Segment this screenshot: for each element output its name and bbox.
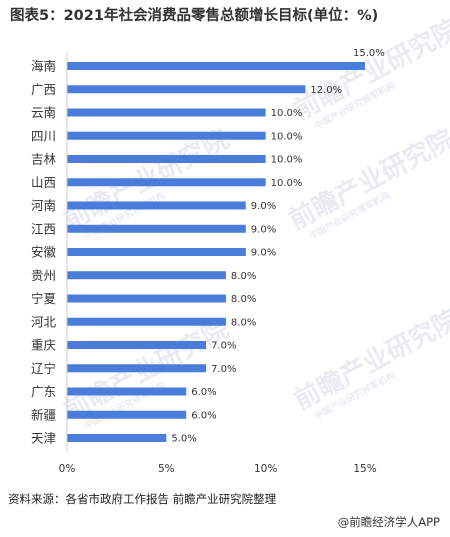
value-label: 6.0% bbox=[191, 410, 216, 421]
category-label: 天津 bbox=[31, 431, 56, 446]
bar bbox=[67, 387, 187, 396]
value-label: 8.0% bbox=[231, 294, 256, 305]
category-label: 河北 bbox=[31, 314, 57, 329]
bar bbox=[67, 341, 207, 349]
category-label: 宁夏 bbox=[31, 291, 57, 306]
category-label: 贵州 bbox=[31, 268, 56, 283]
bar bbox=[67, 85, 306, 94]
watermark-text: 前瞻产业研究院 bbox=[289, 303, 450, 416]
value-labels: 15.0% 12.0% 10.0% 10.0% 10.0% 10.0% 9.0% 9.0% 9.… bbox=[171, 48, 384, 445]
brand-credit: @前瞻经济学人APP bbox=[337, 515, 440, 529]
bar bbox=[67, 410, 187, 419]
bar bbox=[67, 201, 246, 210]
value-label: 10.0% bbox=[271, 178, 303, 189]
value-label: 10.0% bbox=[271, 155, 303, 166]
value-label: 8.0% bbox=[231, 317, 256, 328]
x-tick-label: 15% bbox=[353, 463, 376, 475]
value-label: 9.0% bbox=[251, 201, 276, 212]
value-label: 10.0% bbox=[271, 131, 303, 142]
bar bbox=[67, 271, 226, 280]
bar bbox=[67, 108, 266, 117]
x-tick-label: 10% bbox=[254, 463, 277, 475]
bar bbox=[67, 62, 365, 70]
value-label: 5.0% bbox=[171, 434, 196, 445]
x-tick-label: 5% bbox=[158, 463, 175, 475]
category-label: 辽宁 bbox=[31, 361, 56, 376]
bar bbox=[67, 155, 266, 163]
bar bbox=[67, 317, 226, 326]
value-label: 7.0% bbox=[211, 341, 236, 352]
source-note: 资料来源：各省市政府工作报告 前瞻产业研究院整理 bbox=[8, 492, 277, 506]
value-label: 7.0% bbox=[211, 364, 236, 375]
bar bbox=[67, 248, 246, 256]
value-label: 9.0% bbox=[251, 248, 276, 259]
category-label: 云南 bbox=[31, 105, 56, 120]
value-label: 10.0% bbox=[271, 108, 303, 119]
bar bbox=[67, 224, 246, 233]
category-label: 江西 bbox=[31, 221, 56, 236]
bar bbox=[67, 434, 167, 442]
bars-layer bbox=[67, 62, 365, 442]
x-axis-ticks: 0% 5% 10% 15% bbox=[59, 463, 377, 475]
category-label: 河南 bbox=[31, 198, 56, 213]
chart-title: 图表5：2021年社会消费品零售总额增长目标(单位：%) bbox=[10, 8, 379, 24]
value-label: 12.0% bbox=[310, 85, 342, 96]
category-label: 广西 bbox=[31, 82, 56, 97]
category-label: 四川 bbox=[31, 128, 56, 143]
bar bbox=[67, 294, 226, 303]
category-label: 吉林 bbox=[31, 152, 57, 167]
bar bbox=[67, 178, 266, 187]
category-label: 广东 bbox=[31, 384, 56, 399]
category-label: 新疆 bbox=[31, 407, 56, 422]
value-label: 6.0% bbox=[191, 387, 216, 398]
x-tick-label: 0% bbox=[59, 463, 76, 475]
category-label: 海南 bbox=[31, 59, 56, 74]
value-label: 8.0% bbox=[231, 271, 256, 282]
category-label: 安徽 bbox=[31, 245, 57, 260]
value-label: 15.0% bbox=[353, 48, 385, 59]
category-label: 山西 bbox=[31, 175, 56, 190]
value-label: 9.0% bbox=[251, 224, 276, 235]
bar bbox=[67, 131, 266, 140]
watermark-text: 前瞻产业研究院 bbox=[284, 123, 450, 236]
bar bbox=[67, 364, 207, 373]
category-label: 重庆 bbox=[31, 338, 57, 353]
